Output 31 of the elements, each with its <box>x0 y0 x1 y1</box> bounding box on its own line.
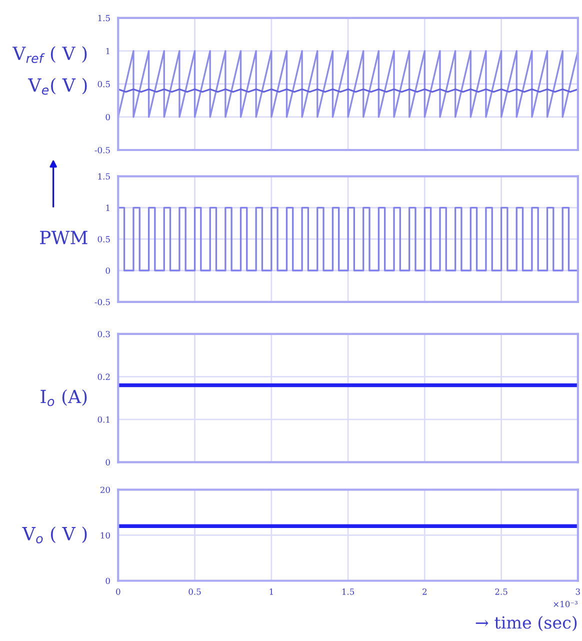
y-tick-label: 1.5 <box>98 173 110 180</box>
y-tick-label: 0 <box>106 578 110 584</box>
x-tick-label: 2 <box>422 588 426 595</box>
y-tick-label: 0.1 <box>98 416 110 423</box>
y-tick-label: 10 <box>100 532 110 539</box>
y-tick-label: -0.5 <box>94 146 110 154</box>
y-axis-title: V$_{o}$ ( V ) <box>22 526 87 544</box>
y-tick-label: 0 <box>106 114 110 120</box>
text: V$_{ref}$ ( V ) <box>12 46 87 64</box>
x-tick-label: 1.5 <box>342 588 354 595</box>
y-tick-label: 20 <box>100 486 110 494</box>
y-tick-label: 1 <box>106 48 110 54</box>
text: ×10⁻³ <box>554 600 578 608</box>
x-tick-label: 0.5 <box>188 588 201 595</box>
y-tick-label: 0 <box>106 267 110 274</box>
y-tick-label: 0 <box>106 459 110 466</box>
x-tick-label: 3 <box>576 588 580 595</box>
y-tick-label: 0.2 <box>98 374 110 380</box>
y-tick-label: -0.5 <box>94 298 110 306</box>
x-tick-label: 2.5 <box>495 588 508 595</box>
x-tick-label: 0 <box>116 588 120 595</box>
y-tick-label: 0.3 <box>98 330 110 338</box>
y-axis-title: PWM <box>40 230 88 244</box>
y-tick-label: 1 <box>106 204 110 211</box>
y-tick-label: 0.5 <box>98 236 110 242</box>
x-tick-label: 1 <box>270 588 273 595</box>
x-axis-title: → time (sec) <box>476 616 577 632</box>
y-tick-label: 0.5 <box>98 80 110 88</box>
y-axis-title: I$_{o}$ (A) <box>40 389 87 406</box>
series-label: V$_{e}$( V ) <box>28 78 87 95</box>
y-tick-label: 1.5 <box>98 14 110 22</box>
